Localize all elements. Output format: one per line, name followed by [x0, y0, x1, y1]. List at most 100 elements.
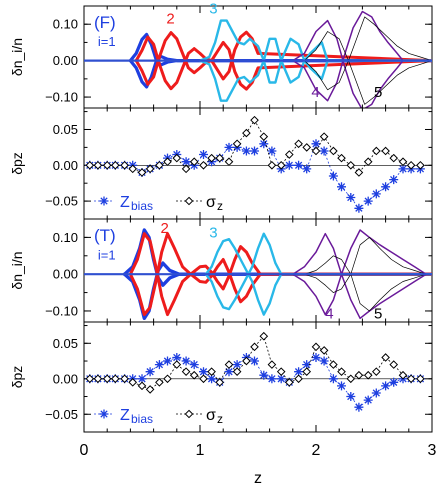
marker-diamond — [224, 157, 234, 167]
x-tick-label: 2 — [312, 442, 321, 459]
y-axis-label: δpz — [9, 366, 25, 389]
marker-diamond — [93, 160, 103, 170]
series-line-purple — [292, 19, 432, 108]
legend-sub-sigma: z — [217, 199, 223, 213]
y-tick-label: −0.05 — [45, 407, 78, 422]
marker-diamond — [242, 128, 251, 138]
legend-diamond-icon — [184, 409, 194, 419]
panel-1: 0.10 0.00 −0.10 δn_i/n (F) i=1 2 3 4 5 — [9, 0, 433, 109]
marker-diamond — [398, 157, 408, 167]
marker-diamond — [163, 374, 172, 384]
marker-star — [328, 374, 338, 384]
marker-diamond — [215, 378, 225, 387]
marker-star — [311, 139, 321, 149]
marker-star — [319, 146, 329, 156]
marker-star — [189, 360, 199, 370]
y-tick-label: 0.05 — [53, 122, 78, 137]
marker-diamond — [363, 157, 373, 167]
panel-2: 0.05 0.00 −0.05 δpz Z bias σ z — [9, 107, 433, 220]
marker-diamond — [259, 331, 269, 341]
marker-diamond — [102, 374, 112, 384]
marker-diamond — [416, 160, 425, 170]
series-line-red — [128, 232, 432, 317]
panel-3: 0.10 0.00 −0.10 δn_i/n (T) i=1 2 3 4 5 — [9, 218, 433, 323]
legend-sub-zbias: bias — [131, 199, 153, 213]
series-label: 4 — [311, 84, 319, 101]
marker-star — [398, 164, 408, 174]
series-line-black — [304, 255, 432, 312]
y-axis-label: δpz — [9, 152, 25, 175]
marker-diamond — [302, 143, 312, 152]
marker-star — [224, 142, 234, 152]
series-line-red — [134, 35, 432, 91]
marker-diamond — [155, 160, 164, 170]
marker-diamond — [381, 146, 390, 156]
marker-diamond — [250, 342, 259, 352]
marker-diamond — [232, 367, 242, 376]
panel-data — [84, 331, 432, 412]
series-line-red — [128, 232, 432, 317]
marker-diamond — [172, 153, 182, 163]
panel-data — [84, 115, 432, 213]
series-label: 3 — [209, 224, 217, 241]
marker-star — [346, 193, 356, 202]
marker-star — [224, 367, 234, 377]
marker-diamond — [181, 367, 191, 376]
marker-diamond — [137, 381, 147, 391]
marker-diamond — [406, 160, 416, 170]
marker-diamond — [232, 139, 242, 149]
legend-sub-zbias: bias — [131, 412, 153, 426]
marker-diamond — [329, 146, 338, 156]
marker-star — [381, 182, 391, 192]
marker-diamond — [93, 374, 103, 384]
x-axis-label: z — [254, 470, 262, 487]
marker-diamond — [250, 115, 259, 125]
y-tick-label: −0.05 — [45, 194, 78, 209]
series-label: 3 — [209, 0, 217, 17]
series-line-black — [304, 237, 432, 293]
marker-star — [259, 370, 269, 380]
marker-diamond — [189, 157, 199, 167]
legend-label-sigma: σ — [206, 194, 216, 211]
marker-diamond — [267, 160, 277, 170]
series-line-purple — [292, 10, 432, 102]
legend-label-zbias: Z — [120, 194, 130, 211]
marker-diamond — [172, 360, 182, 369]
y-tick-label: 0.05 — [53, 336, 78, 351]
marker-star — [284, 160, 294, 170]
series-label: i=1 — [98, 247, 116, 262]
y-tick-label: 0.00 — [53, 267, 78, 282]
marker-star — [241, 146, 251, 156]
y-tick-label: 0.00 — [53, 371, 78, 386]
marker-star — [207, 374, 217, 384]
marker-diamond — [189, 370, 199, 380]
marker-star — [259, 139, 269, 149]
marker-diamond — [199, 374, 208, 384]
marker-diamond — [319, 132, 329, 141]
marker-star — [199, 367, 208, 377]
marker-diamond — [155, 378, 164, 387]
marker-star — [276, 374, 286, 384]
legend-label-zbias: Z — [120, 407, 130, 424]
marker-diamond — [85, 160, 95, 170]
series-line-red — [134, 30, 432, 86]
legend-diamond-icon — [184, 196, 194, 206]
panel-4: 0.05 0.00 −0.05 δpz Z bias σ z — [9, 321, 433, 433]
marker-diamond — [329, 360, 338, 369]
marker-diamond — [181, 164, 191, 174]
marker-diamond — [319, 346, 329, 355]
y-axis-label: δn_i/n — [9, 38, 25, 76]
marker-diamond — [145, 164, 155, 174]
y-tick-label: −0.10 — [45, 303, 78, 318]
marker-diamond — [294, 374, 303, 384]
marker-diamond — [311, 342, 321, 352]
marker-diamond — [242, 356, 251, 366]
marker-star — [311, 353, 321, 362]
panel-label: (T) — [94, 226, 116, 245]
legend-star-icon — [99, 409, 109, 419]
panel-frame — [83, 321, 433, 433]
marker-diamond — [120, 160, 129, 170]
